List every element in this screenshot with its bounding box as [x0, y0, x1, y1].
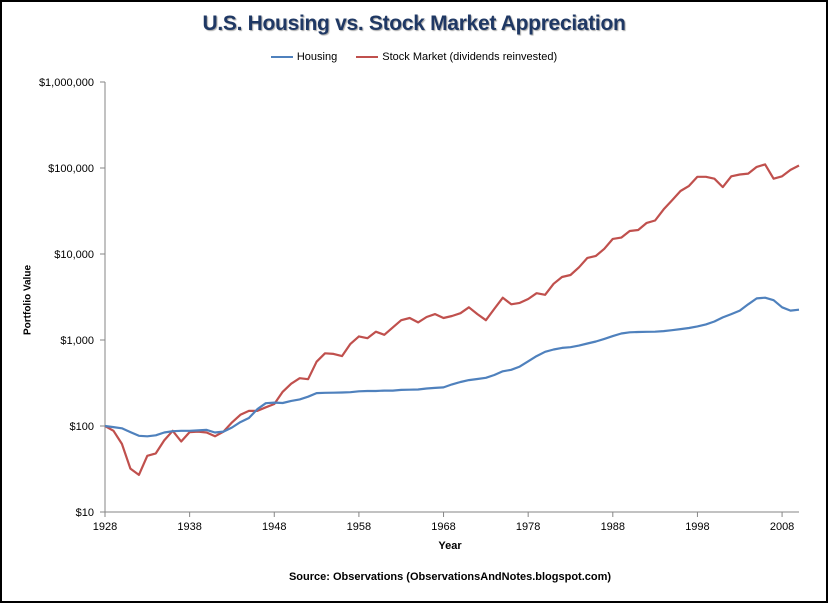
y-tick-label: $100 [70, 421, 94, 433]
x-axis-label: Year [438, 540, 462, 552]
series-line-stock-market-dividends-reinvested [104, 163, 800, 476]
x-tick-label: 1928 [93, 521, 117, 533]
y-tick-label: $100,000 [48, 163, 94, 175]
legend: Housing Stock Market (dividends reinvest… [0, 51, 828, 63]
y-tick-label: $1,000 [60, 335, 94, 347]
series-line-housing [104, 296, 800, 438]
x-tick-label: 1978 [516, 521, 540, 533]
legend-swatch-stock-market [356, 56, 379, 59]
legend-swatch-housing [270, 56, 293, 59]
chart-title: U.S. Housing vs. Stock Market Appreciati… [202, 12, 626, 35]
legend-label-housing: Housing [296, 51, 338, 64]
legend-label-stock-market: Stock Market (dividends reinvested) [382, 51, 558, 64]
x-tick-label: 1948 [262, 521, 286, 533]
x-tick-label: 1958 [347, 521, 371, 533]
legend-item-stock-market: Stock Market (dividends reinvested) [356, 51, 557, 63]
x-tick-label: 1968 [431, 521, 455, 533]
x-tick-label: 1988 [601, 521, 625, 533]
y-tick-label: $10,000 [54, 249, 94, 261]
x-tick-label: 1938 [177, 521, 201, 533]
legend-item-housing: Housing [270, 51, 338, 64]
source-note: Source: Observations (ObservationsAndNot… [288, 571, 612, 583]
x-tick-label: 2008 [770, 521, 794, 533]
y-tick-label: $10 [76, 507, 94, 519]
y-tick-label: $1,000,000 [39, 77, 94, 89]
x-tick-label: 1998 [685, 521, 709, 533]
